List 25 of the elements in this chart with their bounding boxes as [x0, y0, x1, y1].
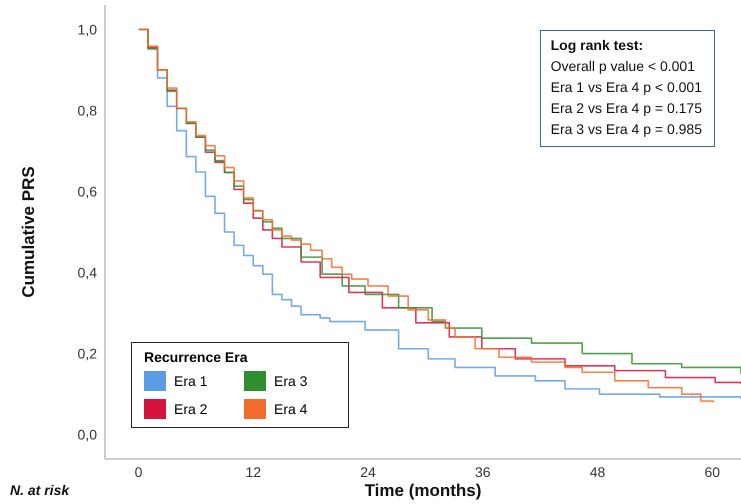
x-tick-label: 60 [704, 464, 720, 480]
x-tick-label: 0 [134, 464, 143, 480]
annotation: Overall p value < 0.001 [550, 57, 696, 76]
legend-label: Era 4 [274, 401, 308, 417]
annotation: Era 2 vs Era 4 p = 0.175 [550, 99, 702, 118]
text: N. at risk [10, 482, 70, 498]
y-tick-label: 0,8 [78, 102, 98, 118]
x-tick-label: 12 [245, 464, 262, 480]
x-tick-label: 48 [590, 464, 606, 480]
y-tick-label: 1,0 [78, 21, 98, 38]
legend-label: Era 1 [174, 373, 208, 389]
y-tick-label: 0,0 [78, 426, 98, 443]
annotation: Log rank test: [550, 36, 644, 55]
y-axis-title: Cumulative PRS [19, 166, 38, 298]
y-tick-label: 0,4 [78, 264, 98, 281]
legend-title: Recurrence Era [144, 349, 249, 365]
x-tick-label: 24 [360, 464, 376, 480]
x-axis-title: Time (months) [364, 481, 482, 500]
annotation: Era 3 vs Era 4 p = 0.985 [550, 120, 702, 139]
legend-label: Era 3 [274, 373, 308, 389]
annotation: Era 1 vs Era 4 p < 0.001 [550, 78, 702, 97]
y-tick-label: 0,2 [78, 346, 98, 362]
legend-label: Era 2 [174, 401, 208, 417]
x-tick-label: 36 [474, 464, 491, 480]
y-tick-label: 0,6 [78, 183, 98, 200]
